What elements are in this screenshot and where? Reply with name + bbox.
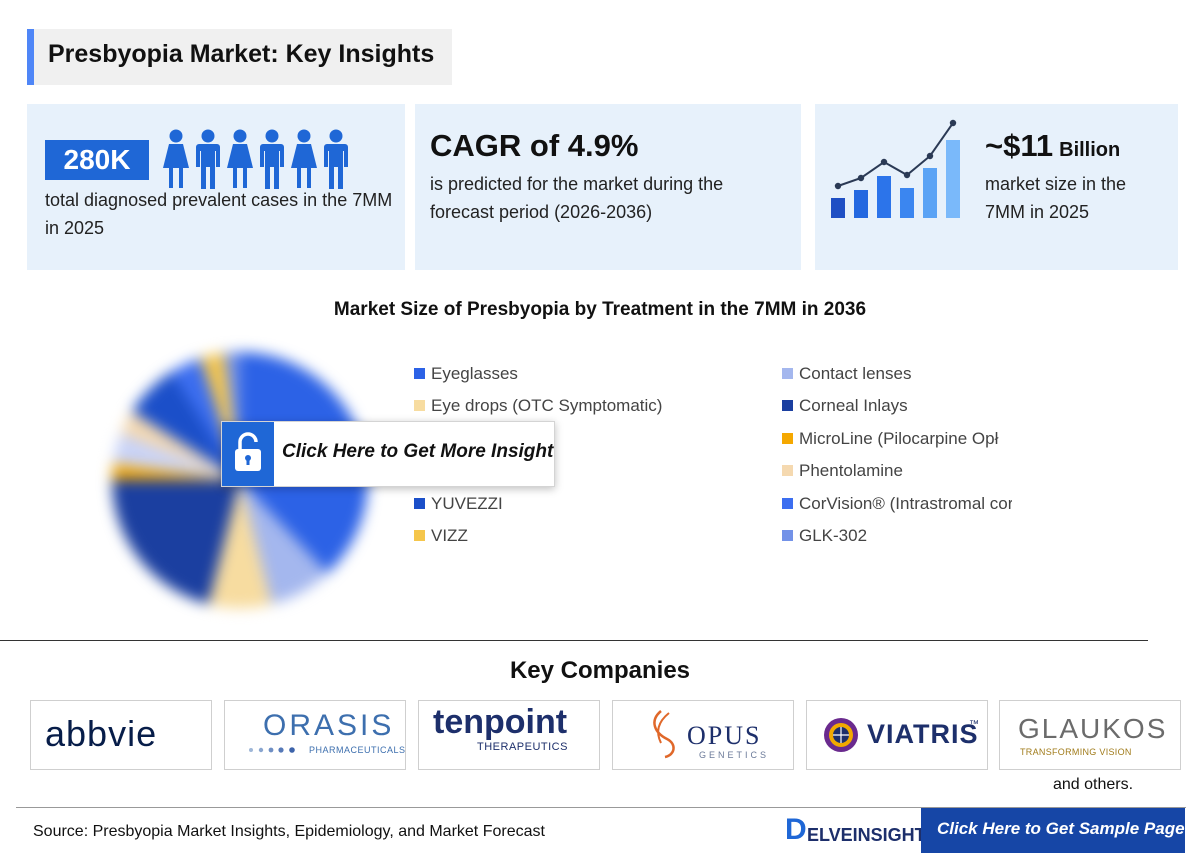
glaukos-logo-sub: TRANSFORMING VISION <box>1020 747 1132 757</box>
cagr-description: is predicted for the market during the f… <box>430 174 724 222</box>
abbvie-logo-text: abbvie <box>45 713 158 754</box>
viatris-tm: ™ <box>969 719 979 730</box>
tenpoint-logo-sub: THERAPEUTICS <box>477 741 568 753</box>
insight-card-market-size: ~$11 Billion market size in the 7MM in 20… <box>815 104 1178 270</box>
legend-label-1: Contact lenses <box>799 364 912 383</box>
section-divider <box>0 640 1148 641</box>
orasis-dots-icon <box>249 747 295 753</box>
pie-slice-6 <box>120 411 240 480</box>
page-title-box: Presbyopia Market: Key Insights <box>27 29 452 85</box>
legend-label-8: YUVEZZI <box>431 493 503 513</box>
pie-slice-7 <box>131 371 240 480</box>
opus-swirl-icon <box>653 710 675 759</box>
legend-swatch-5 <box>782 432 793 444</box>
logo-opus: OPUS GENETICS <box>612 700 794 770</box>
sample-button-label: Click Here to Get Sample Page <box>937 819 1185 838</box>
legend-swatch-11 <box>782 530 793 541</box>
glaukos-logo-text: GLAUKOS <box>1018 713 1168 744</box>
market-size-unit: Billion <box>1059 139 1121 161</box>
pie-slice-1 <box>240 480 328 604</box>
legend-item-0: Eyeglasses <box>414 364 518 384</box>
delveinsight-logo: D ELVEINSIGHT <box>783 813 926 849</box>
market-size-value: ~$11 <box>985 128 1054 163</box>
legend-label-9: CorVision® (Intrastromal corneal inlay) <box>799 493 1012 513</box>
pie-slice-3 <box>112 480 240 604</box>
people-icon <box>163 129 348 189</box>
legend-swatch-10 <box>414 530 425 541</box>
legend-label-2: Eye drops (OTC Symptomatic) <box>431 396 663 416</box>
pie-slice-5 <box>113 432 240 480</box>
legend-swatch-9 <box>782 497 793 509</box>
pie-svg <box>112 352 368 608</box>
key-companies-title: Key Companies <box>509 657 691 684</box>
get-more-insight-button[interactable]: Click Here to Get More Insight <box>221 421 555 487</box>
delveinsight-logo-text: ELVEINSIGHT <box>807 825 926 845</box>
legend-item-5: MicroLine (Pilocarpine Opł <box>782 429 1012 449</box>
legend-swatch-2 <box>414 400 425 412</box>
legend-label-11: GLK-302 <box>799 526 868 545</box>
page-title: Presbyopia Market: Key Insights <box>48 40 435 68</box>
viatris-globe-icon <box>824 718 858 752</box>
opus-logo-sub: GENETICS <box>699 750 770 760</box>
legend-item-8: YUVEZZI <box>414 494 503 514</box>
viatris-logo-text: VIATRIS <box>867 719 979 749</box>
logo-viatris: VIATRIS ™ <box>806 700 988 770</box>
logo-orasis: ORASIS PHARMACEUTICALS <box>224 700 406 770</box>
insight-button-label: Click Here to Get More Insight <box>282 441 554 462</box>
legend-item-10: VIZZ <box>414 526 468 546</box>
cases-description: total diagnosed prevalent cases in the 7… <box>45 190 393 238</box>
logo-glaukos: GLAUKOS TRANSFORMING VISION <box>999 700 1181 770</box>
orasis-logo-text: ORASIS <box>263 709 395 742</box>
cases-value-badge: 280K <box>45 140 149 180</box>
market-size-description: market size in the 7MM in 2025 <box>985 174 1127 222</box>
get-sample-page-button[interactable]: Click Here to Get Sample Page <box>921 808 1185 853</box>
legend-label-5: MicroLine (Pilocarpine Opł <box>799 428 999 448</box>
and-others-text: and others. <box>1053 776 1134 793</box>
lock-icon <box>235 432 261 471</box>
opus-logo-text: OPUS <box>687 721 762 750</box>
legend-item-2: Eye drops (OTC Symptomatic) <box>414 396 662 416</box>
legend-item-1: Contact lenses <box>782 364 1012 384</box>
legend-label-10: VIZZ <box>431 526 468 545</box>
source-text: Source: Presbyopia Market Insights, Epid… <box>33 823 545 840</box>
logo-abbvie: abbvie <box>30 700 212 770</box>
legend-item-11: GLK-302 <box>782 526 1012 546</box>
orasis-logo-sub: PHARMACEUTICALS <box>309 745 406 755</box>
legend-item-7: Phentolamine <box>782 461 1012 481</box>
footer-divider <box>16 807 1186 808</box>
logo-tenpoint: tenpoint THERAPEUTICS <box>418 700 600 770</box>
growth-chart-icon <box>831 119 960 218</box>
pie-slice-4 <box>112 463 240 480</box>
legend-swatch-1 <box>782 368 793 379</box>
legend-swatch-3 <box>782 400 793 412</box>
pie-slice-2 <box>208 480 272 608</box>
legend-swatch-0 <box>414 368 425 379</box>
legend-item-3: Corneal Inlays <box>782 396 1012 416</box>
legend-swatch-7 <box>782 465 793 477</box>
pie-chart <box>100 340 380 620</box>
market-size-headline: ~$11 Billion <box>985 128 1120 164</box>
legend-swatch-8 <box>414 497 425 509</box>
insight-card-cagr: CAGR of 4.9% is predicted for the market… <box>415 104 801 270</box>
chart-title: Market Size of Presbyopia by Treatment i… <box>333 299 867 320</box>
delveinsight-logo-initial: D <box>785 813 807 846</box>
legend-label-7: Phentolamine <box>799 461 903 481</box>
legend-label-3: Corneal Inlays <box>799 396 908 416</box>
legend-item-9: CorVision® (Intrastromal corneal inlay) <box>782 494 1012 514</box>
lock-icon-box <box>222 422 274 486</box>
legend-label-0: Eyeglasses <box>431 364 518 383</box>
insight-card-cases: 280K total diagnosed prevalent <box>27 104 405 270</box>
cagr-headline: CAGR of 4.9% <box>430 128 639 163</box>
tenpoint-logo-text: tenpoint <box>433 703 568 741</box>
